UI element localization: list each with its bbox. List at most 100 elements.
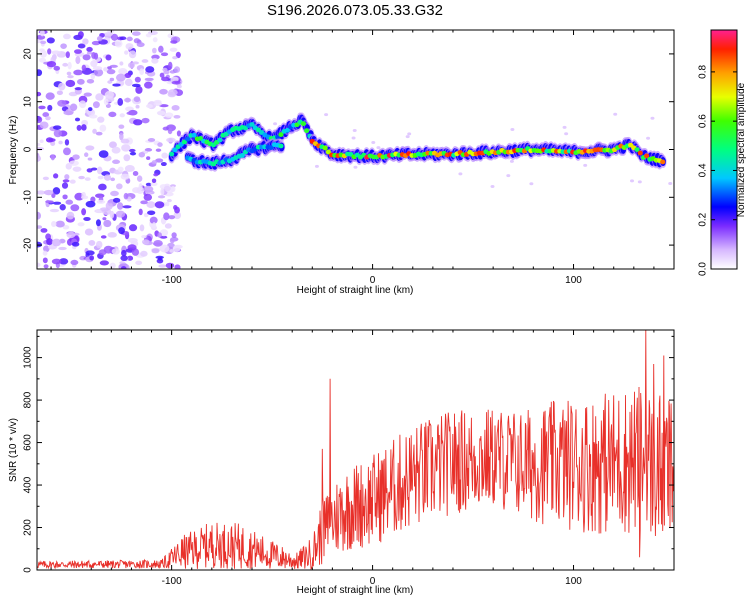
noise-blob [37,142,41,147]
noise-blob [92,128,97,134]
noise-blob [127,244,137,251]
noise-blob [151,160,158,165]
noise-blob [67,75,74,79]
noise-blob [163,185,171,192]
y-tick-label: 800 [23,391,34,408]
noise-blob [73,49,83,54]
noise-blob [99,260,109,266]
noise-blob [88,114,98,119]
x-tick-label: -100 [162,275,182,286]
noise-blob [37,211,42,220]
noise-blob [58,82,66,91]
noise-blob [141,117,150,124]
colorbar-tick-label: 0.6 [698,114,709,128]
noise-blob [146,201,156,209]
noise-blob [124,50,129,55]
ridge-core [644,153,650,159]
noise-blob [109,64,118,68]
noise-blob [120,266,127,269]
noise-blob [118,124,125,129]
noise-blob [126,111,135,116]
noise-blob [95,209,102,213]
noise-blob [69,103,78,111]
noise-blob [42,250,48,256]
noise-blob [132,187,141,194]
noise-blob [38,105,46,110]
noise-blob [88,107,93,112]
noise-blob [116,183,123,190]
noise-blob [109,77,115,82]
noise-blob [71,241,80,247]
noise-blob [103,219,112,228]
noise-blob [169,237,175,244]
noise-blob [529,182,534,186]
noise-blob [119,36,127,41]
noise-blob [67,61,72,70]
noise-blob [42,257,48,264]
noise-blob [103,67,108,72]
noise-blob [72,154,80,160]
noise-blob [564,132,569,136]
colorbar-tick-label: 0.0 [698,262,709,276]
x-tick-label: 100 [565,576,582,587]
colorbar-tick-label: 0.8 [698,64,709,78]
noise-blob [156,110,166,116]
noise-blob [123,97,132,103]
noise-blob [103,32,113,37]
noise-blob [159,88,168,95]
noise-blob [55,220,65,228]
noise-blob [147,138,156,142]
noise-blob [40,40,47,45]
noise-blob [78,100,87,109]
noise-blob [155,158,164,163]
noise-blob [509,159,514,163]
noise-blob [165,262,175,269]
noise-blob [165,201,170,207]
colorbar-tick-label: 0.4 [698,163,709,177]
noise-blob [144,81,153,89]
noise-blob [164,223,172,229]
noise-blob [562,125,567,129]
noise-blob [37,262,41,268]
noise-blob [141,59,149,63]
noise-blob [171,232,177,238]
noise-blob [144,77,154,81]
noise-blob [490,184,495,188]
noise-blob [159,72,165,78]
ridge-secondary-core [239,153,245,158]
noise-blob [143,193,153,201]
noise-blob [152,37,158,43]
noise-blob [91,51,96,59]
y-tick-label: -10 [23,190,34,205]
noise-blob [105,103,111,108]
noise-blob [458,172,463,176]
noise-blob [109,141,117,149]
noise-blob [50,154,55,161]
noise-blob [102,217,107,221]
noise-blob [125,43,134,50]
noise-blob [160,162,167,167]
noise-blob [510,127,515,131]
noise-blob [174,264,181,269]
noise-blob [108,111,117,118]
noise-blob [46,238,53,246]
noise-blob [119,113,125,118]
noise-blob [56,90,64,96]
noise-blob [136,42,145,48]
ridge-early-core [304,128,310,134]
noise-blob [170,185,176,192]
noise-blob [69,179,76,184]
noise-blob [104,90,115,99]
noise-blob [158,264,167,268]
noise-blob [37,154,41,162]
noise-blob [53,65,61,71]
noise-blob [85,145,95,151]
noise-blob [128,148,136,153]
noise-blob [98,150,109,158]
noise-blob [86,168,93,173]
ridge-core [325,149,331,155]
snr-xlabel: Height of straight line (km) [297,585,414,596]
noise-blob [81,64,87,71]
noise-blob [86,78,95,84]
